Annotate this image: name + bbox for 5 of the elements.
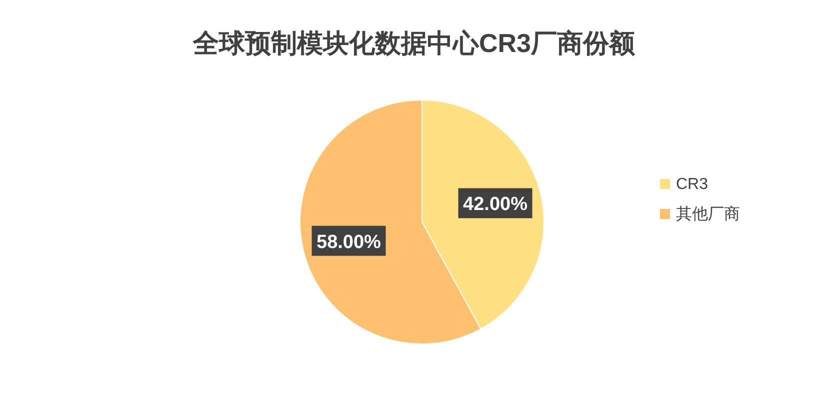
data-label: 58.00% (316, 232, 382, 253)
chart-title: 全球预制模块化数据中心CR3厂商份额 (192, 28, 636, 58)
data-label: 42.00% (463, 194, 528, 216)
legend-label: CR3 (676, 176, 708, 193)
legend-label: 其他厂商 (676, 205, 740, 223)
